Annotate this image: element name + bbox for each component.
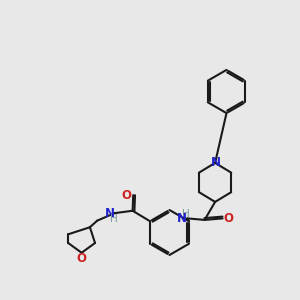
Text: O: O [76,252,86,265]
Text: O: O [122,189,132,202]
Text: O: O [224,212,234,225]
Text: N: N [210,156,220,170]
Text: N: N [177,212,187,225]
Text: N: N [105,207,115,220]
Text: H: H [110,214,118,224]
Text: H: H [182,209,190,219]
